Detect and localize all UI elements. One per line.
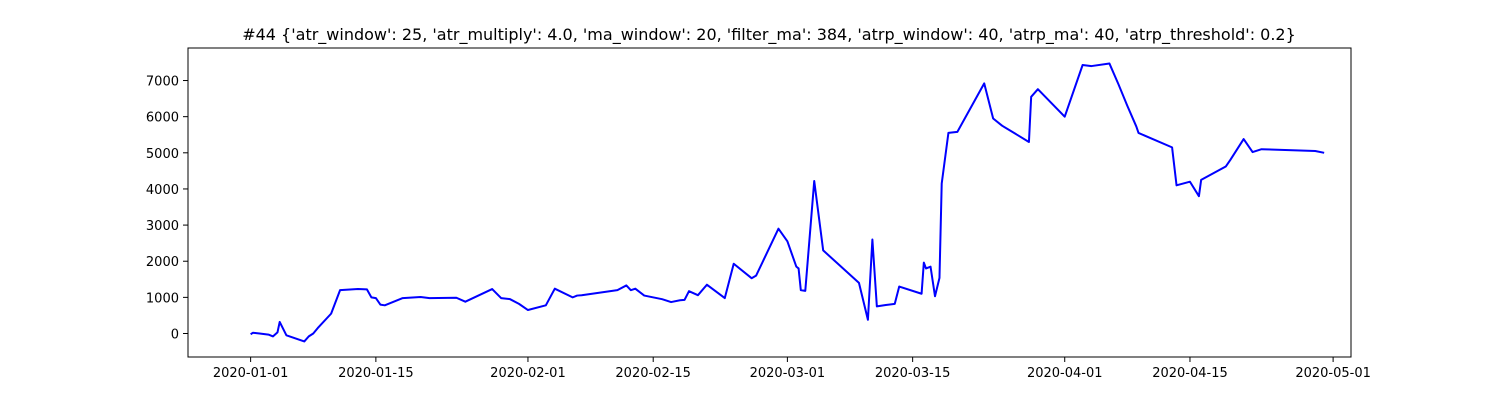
y-tick-label: 5000: [146, 147, 179, 162]
y-tick-label: 0: [171, 328, 179, 343]
x-tick-label: 2020-03-15: [875, 366, 951, 381]
series-line-0: [250, 62, 1325, 343]
y-tick-label: 1000: [146, 291, 179, 306]
x-axis: 2020-01-01 2020-01-15 2020-02-01 2020-02-15…: [213, 357, 1371, 381]
y-tick-label: 4000: [146, 183, 179, 198]
plot-area-frame: [187, 47, 1352, 358]
chart-title: #44 {'atr_window': 25, 'atr_multiply': 4…: [242, 25, 1296, 45]
y-tick-label: 6000: [146, 111, 179, 126]
series-layer: [250, 62, 1325, 343]
y-tick-label: 7000: [146, 75, 179, 90]
x-tick-label: 2020-01-15: [338, 366, 414, 381]
y-axis: 0 1000 2000 3000 4000 5000 6000 7000: [146, 75, 188, 343]
x-tick-label: 2020-01-01: [213, 366, 289, 381]
x-tick-label: 2020-04-01: [1027, 366, 1103, 381]
x-tick-label: 2020-02-15: [615, 366, 691, 381]
x-tick-label: 2020-05-01: [1295, 366, 1371, 381]
x-tick-label: 2020-03-01: [750, 366, 826, 381]
y-tick-label: 2000: [146, 255, 179, 270]
y-tick-label: 3000: [146, 219, 179, 234]
x-tick-label: 2020-02-01: [490, 366, 566, 381]
x-tick-label: 2020-04-15: [1152, 366, 1228, 381]
